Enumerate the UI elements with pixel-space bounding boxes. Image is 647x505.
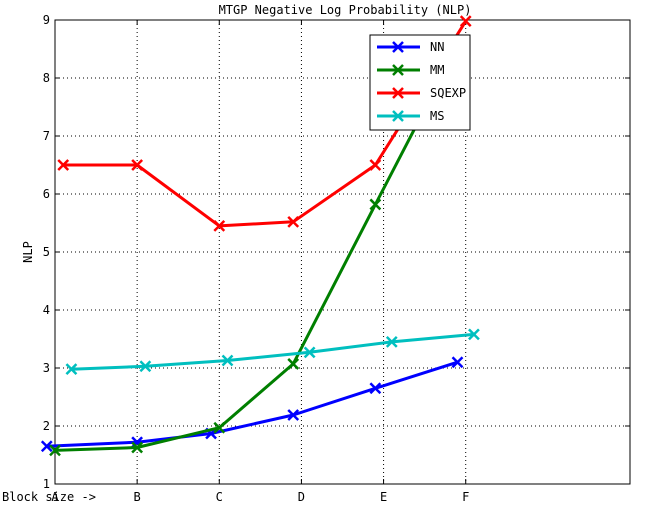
x-tick-label: C: [216, 490, 223, 504]
legend-label: NN: [430, 40, 444, 54]
chart-title: MTGP Negative Log Probability (NLP): [219, 3, 472, 17]
data-point-mm: [369, 198, 382, 211]
x-axis-label: Block size ->: [2, 490, 96, 504]
data-point-ms: [221, 354, 234, 367]
data-point-mm: [49, 444, 61, 457]
x-tick-label: E: [380, 490, 387, 504]
legend-label: MS: [430, 109, 444, 123]
data-point-mm: [213, 421, 226, 434]
series-line-ms: [71, 332, 475, 371]
legend-label: MM: [430, 63, 444, 77]
y-tick-label: 9: [43, 13, 50, 27]
x-tick-label: D: [298, 490, 305, 504]
data-point-sqexp: [131, 159, 144, 171]
data-point-sqexp: [459, 15, 472, 28]
data-point-nn: [287, 409, 300, 421]
gridlines: [54, 20, 630, 484]
series-ms: [65, 328, 480, 376]
data-point-sqexp: [213, 220, 226, 232]
y-tick-label: 5: [43, 245, 50, 259]
series-nn: [40, 356, 464, 453]
y-tick-label: 6: [43, 187, 50, 201]
data-point-nn: [369, 382, 382, 395]
y-tick-label: 3: [43, 361, 50, 375]
legend-marker: [392, 64, 404, 76]
data-point-sqexp: [287, 215, 300, 228]
legend-entry-ms: MS: [377, 109, 444, 123]
x-ticks: A B C D E F: [51, 20, 469, 504]
data-point-ms: [139, 360, 152, 373]
data-point-sqexp: [369, 159, 382, 171]
x-tick-label: B: [134, 490, 141, 504]
legend-marker: [392, 110, 404, 122]
y-tick-label: 8: [43, 71, 50, 85]
y-tick-label: 7: [43, 129, 50, 143]
data-point-sqexp: [57, 159, 70, 171]
data-point-nn: [451, 356, 464, 369]
data-point-ms: [385, 336, 398, 348]
series-line-nn: [46, 360, 458, 448]
x-tick-label: A: [51, 490, 59, 504]
y-tick-label: 4: [43, 303, 50, 317]
x-tick-label: F: [462, 490, 469, 504]
series-line-mm: [54, 45, 459, 452]
legend-marker: [392, 41, 404, 53]
legend-entry-sqexp: SQEXP: [377, 86, 466, 100]
legend-box: [369, 34, 471, 131]
y-axis-label: NLP: [21, 241, 35, 263]
y-tick-label: 2: [43, 419, 50, 433]
data-point-mm: [287, 358, 300, 370]
data-point-ms: [303, 346, 316, 359]
legend-entry-nn: NN: [377, 40, 444, 54]
y-ticks: 1 2 3 4 5 6 7 8 9: [43, 13, 630, 491]
legend-label: SQEXP: [430, 86, 466, 100]
data-point-ms: [65, 363, 78, 376]
y-tick-label: 1: [43, 477, 50, 491]
series-sqexp: [57, 15, 472, 232]
legend-entry-mm: MM: [377, 63, 444, 77]
data-point-mm: [131, 441, 144, 454]
legend-marker: [392, 87, 404, 99]
data-point-ms: [468, 328, 480, 341]
legend: NN MM SQEXP MS: [369, 34, 471, 131]
data-point-nn: [40, 440, 53, 453]
series-line-sqexp: [63, 20, 467, 228]
